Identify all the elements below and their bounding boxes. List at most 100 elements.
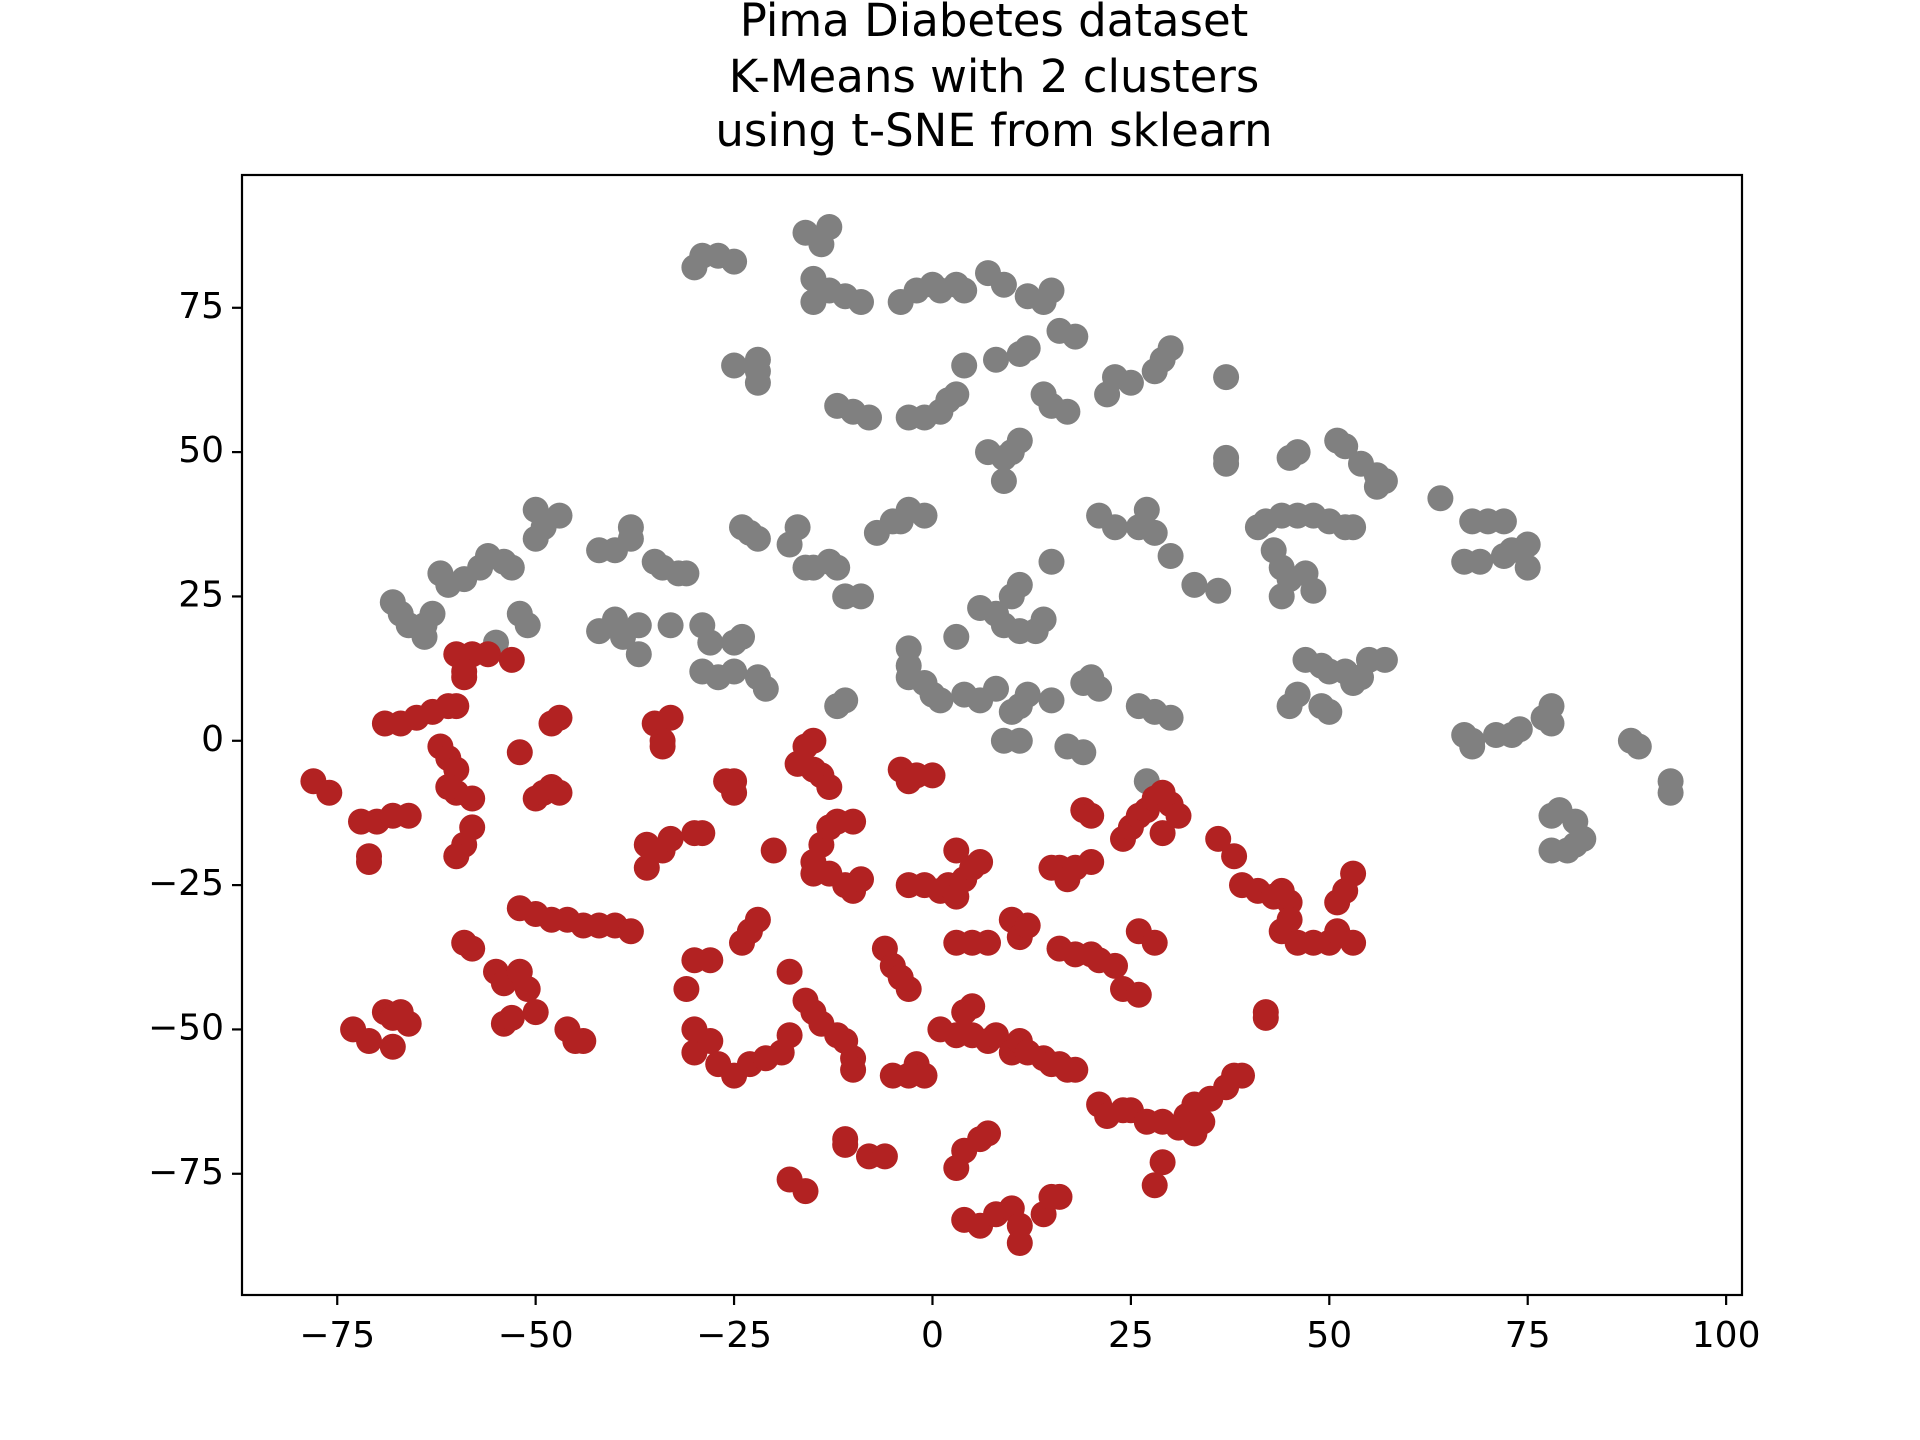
- cluster-1-point-136: [911, 1062, 938, 1089]
- cluster-1-point-28: [443, 843, 470, 870]
- cluster-1-point-105: [379, 1033, 406, 1060]
- y-tick-label: 0: [201, 719, 224, 760]
- cluster-1-point-143: [983, 1022, 1009, 1049]
- cluster-0-point-186: [1340, 514, 1367, 541]
- cluster-0-point-152: [1030, 606, 1057, 633]
- cluster-0-point-177: [1181, 571, 1208, 598]
- cluster-1-point-88: [459, 935, 486, 962]
- cluster-0-point-25: [721, 352, 748, 379]
- y-axis: −75 −50 −25 0 25 50 75: [148, 286, 242, 1193]
- cluster-0-point-127: [697, 629, 724, 656]
- cluster-0-point-78: [522, 525, 549, 552]
- cluster-0-point-213: [1538, 693, 1565, 720]
- cluster-1-point-5: [395, 802, 422, 829]
- cluster-0-point-161: [1070, 739, 1097, 766]
- plot-frame: [240, 173, 1744, 1297]
- cluster-1-points: [300, 641, 1367, 1256]
- cluster-1-point-162: [1078, 849, 1105, 875]
- cluster-1-point-179: [1165, 802, 1192, 829]
- cluster-0-point-46: [1117, 369, 1144, 396]
- cluster-0-point-30: [983, 346, 1009, 373]
- cluster-0-point-166: [832, 687, 859, 714]
- cluster-1-point-100: [356, 1028, 382, 1054]
- cluster-1-point-37: [657, 704, 684, 731]
- cluster-1-point-43: [657, 825, 684, 852]
- x-tick-label: −50: [498, 1315, 574, 1356]
- cluster-0-point-65: [1371, 468, 1398, 494]
- cluster-0-point-50: [1213, 364, 1240, 391]
- cluster-0-point-132: [721, 658, 748, 685]
- cluster-0-point-153: [1038, 548, 1065, 575]
- y-tick-label: −50: [148, 1007, 224, 1048]
- cluster-1-point-111: [744, 906, 771, 933]
- cluster-0-point-66: [1427, 485, 1454, 512]
- cluster-0-point-40: [943, 381, 970, 408]
- cluster-0-point-103: [911, 502, 938, 529]
- chart-title-line-3: using t-SNE from sklearn: [715, 104, 1272, 157]
- cluster-0-point-17: [951, 277, 978, 304]
- cluster-1-point-217: [1340, 860, 1367, 887]
- cluster-1-point-154: [975, 929, 1001, 956]
- cluster-0-point-29: [951, 352, 978, 379]
- cluster-0-point-158: [1006, 727, 1033, 754]
- cluster-0-point-164: [1078, 664, 1105, 691]
- cluster-1-point-169: [1125, 981, 1152, 1008]
- cluster-1-point-228: [975, 1120, 1001, 1147]
- cluster-1-point-41: [633, 854, 660, 881]
- cluster-1-point-35: [546, 779, 573, 806]
- cluster-1-point-49: [760, 837, 787, 864]
- cluster-0-point-19: [990, 271, 1017, 298]
- cluster-0-point-175: [1141, 519, 1168, 546]
- cluster-0-point-129: [729, 623, 755, 650]
- cluster-1-point-106: [673, 976, 700, 1002]
- cluster-1-point-19: [451, 658, 478, 685]
- cluster-1-point-104: [395, 1010, 422, 1037]
- cluster-1-point-92: [514, 976, 541, 1002]
- cluster-1-point-65: [848, 866, 874, 893]
- cluster-1-point-171: [1078, 802, 1105, 829]
- cluster-1-point-182: [1141, 929, 1168, 956]
- cluster-1-point-198: [1141, 1172, 1168, 1199]
- cluster-0-point-83: [617, 514, 644, 541]
- cluster-1-point-108: [697, 947, 724, 974]
- x-tick-label: 50: [1306, 1315, 1352, 1356]
- cluster-0-point-98: [848, 583, 874, 610]
- cluster-0-point-116: [411, 623, 438, 650]
- cluster-1-point-13: [443, 693, 470, 720]
- data-points: [300, 214, 1684, 1256]
- cluster-0-point-87: [673, 560, 700, 587]
- cluster-1-point-201: [1252, 999, 1279, 1026]
- cluster-0-point-202: [1276, 693, 1303, 720]
- cluster-0-point-53: [990, 468, 1017, 494]
- chart-title: Pima Diabetes dataset K-Means with 2 clu…: [715, 0, 1272, 157]
- cluster-0-point-134: [752, 675, 779, 702]
- cluster-1-point-197: [1189, 1108, 1216, 1135]
- cluster-0-point-144: [983, 675, 1009, 702]
- cluster-0-point-156: [1014, 681, 1041, 708]
- cluster-1-point-61: [840, 808, 867, 835]
- cluster-1-point-48: [721, 779, 748, 806]
- cluster-0-point-149: [1006, 571, 1033, 598]
- cluster-1-point-167: [1102, 952, 1128, 979]
- x-tick-label: 25: [1108, 1315, 1154, 1356]
- cluster-0-point-210: [1506, 716, 1533, 743]
- cluster-0-point-199: [1371, 646, 1398, 673]
- cluster-1-point-237: [1046, 1183, 1073, 1210]
- cluster-0-point-169: [1157, 704, 1184, 731]
- cluster-0-point-49: [1157, 335, 1184, 362]
- cluster-0-point-96: [824, 554, 851, 581]
- cluster-1-point-220: [792, 1178, 819, 1205]
- cluster-1-point-98: [570, 1028, 597, 1054]
- cluster-1-point-25: [459, 785, 486, 812]
- cluster-0-point-43: [1054, 398, 1081, 425]
- cluster-0-point-204: [1316, 698, 1343, 725]
- cluster-1-point-140: [959, 993, 986, 1020]
- y-tick-label: −75: [148, 1152, 224, 1193]
- cluster-1-point-151: [1062, 1056, 1089, 1083]
- cluster-1-point-7: [356, 849, 382, 875]
- cluster-1-point-76: [943, 837, 970, 864]
- cluster-0-point-207: [1459, 733, 1486, 760]
- cluster-0-point-215: [1625, 733, 1652, 760]
- cluster-1-point-29: [506, 739, 533, 766]
